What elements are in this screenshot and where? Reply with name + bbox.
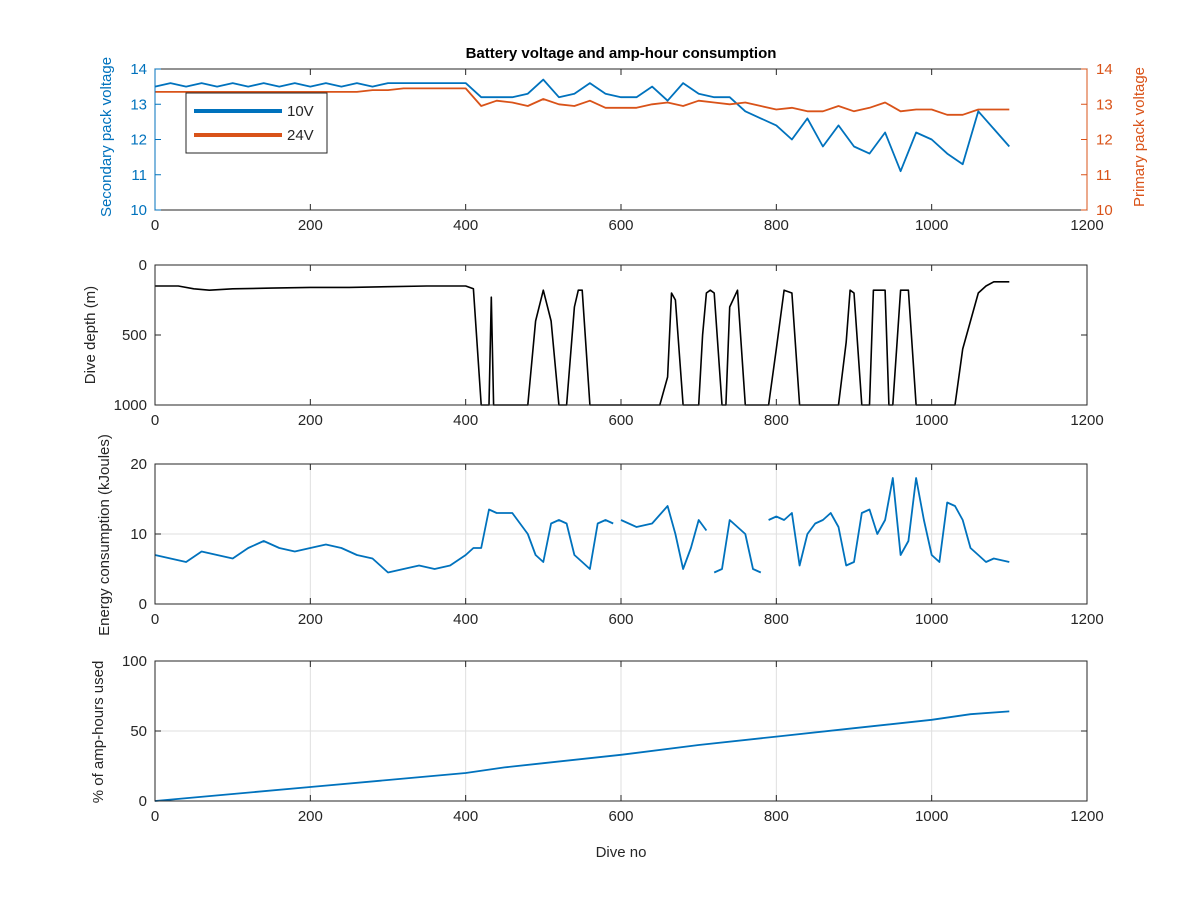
ticks: 0 200 400 600 800 1000 12001011121314101112131… <box>130 61 1112 234</box>
x-tick-label: 600 <box>608 611 633 628</box>
x-tick-label: 0 <box>151 412 159 429</box>
legend-label-24v: 24V <box>287 127 314 144</box>
x-tick-label: 400 <box>453 611 478 628</box>
x-tick-label: 1000 <box>915 611 948 628</box>
y-tick-label: 20 <box>130 456 147 473</box>
y-tick-label: 12 <box>130 132 147 149</box>
x-tick-label: 400 <box>453 412 478 429</box>
series-line <box>154 477 1010 574</box>
x-tick-label: 400 <box>453 217 478 234</box>
x-tick-label: 600 <box>608 412 633 429</box>
x-tick-label: 1200 <box>1070 808 1103 825</box>
x-tick-label: 1200 <box>1070 412 1103 429</box>
legend: 10V 24V <box>185 92 328 154</box>
ticks: 0 200 400 600 800 1000 1200 0 50 100 <box>122 653 1104 825</box>
ticks: 0 200 400 600 800 1000 1200 0 500 1000 <box>114 257 1104 429</box>
y-tick-label-right: 13 <box>1096 96 1113 113</box>
ticks: 0 200 400 600 800 1000 1200 0 10 20 <box>130 456 1103 628</box>
series-line <box>154 710 1010 802</box>
series-group <box>154 477 1010 574</box>
panel-energy: Energy consumption (kJoules) 0 200 400 600 8… <box>96 434 1104 636</box>
x-tick-label: 0 <box>151 611 159 628</box>
axes-box <box>154 264 1088 406</box>
x-tick-label: 1000 <box>915 808 948 825</box>
y-tick-label: 500 <box>122 327 147 344</box>
series-group <box>154 710 1010 802</box>
x-tick-label: 200 <box>298 217 323 234</box>
y-axis-label: Energy consumption (kJoules) <box>96 434 113 636</box>
grid-lines <box>154 660 1088 802</box>
x-tick-label: 1200 <box>1070 217 1103 234</box>
x-tick-label: 800 <box>764 611 789 628</box>
y-tick-label: 14 <box>130 61 147 78</box>
y-axis-label: Dive depth (m) <box>82 286 99 384</box>
chart-title: Battery voltage and amp-hour consumption <box>466 45 777 62</box>
series-line-10v <box>154 78 1010 173</box>
series-line-24v <box>155 87 1010 116</box>
series-group <box>154 78 1010 173</box>
x-tick-label: 600 <box>608 808 633 825</box>
legend-box <box>185 92 328 154</box>
y-tick-label: 10 <box>130 202 147 219</box>
y-tick-label: 0 <box>139 793 147 810</box>
y-tick-label: 50 <box>130 723 147 740</box>
y-tick-label: 11 <box>131 167 147 184</box>
x-tick-label: 200 <box>298 412 323 429</box>
panel-dive-depth: Dive depth (m) 0 200 400 600 800 1000 1200 0 500… <box>82 257 1104 429</box>
x-tick-label: 400 <box>453 808 478 825</box>
series-group <box>155 281 1010 406</box>
x-tick-label: 800 <box>764 808 789 825</box>
y-tick-label: 100 <box>122 653 147 670</box>
series-line <box>155 281 1010 406</box>
y-axis-label-left: Secondary pack voltage <box>98 57 115 217</box>
x-tick-label: 1000 <box>915 412 948 429</box>
panel-amp-hours: % of amp-hours used Dive no 0 200 400 600 80… <box>90 653 1104 861</box>
legend-label-10v: 10V <box>287 103 314 120</box>
x-tick-label: 0 <box>151 808 159 825</box>
y-tick-label-right: 10 <box>1096 202 1113 219</box>
y-axis-label: % of amp-hours used <box>90 661 107 804</box>
y-tick-label-right: 11 <box>1096 167 1112 184</box>
x-tick-label: 800 <box>764 412 789 429</box>
x-tick-label: 800 <box>764 217 789 234</box>
y-tick-label-right: 14 <box>1096 61 1113 78</box>
y-tick-label: 0 <box>139 257 147 274</box>
grid-lines <box>154 463 1088 605</box>
x-tick-label: 1200 <box>1070 611 1103 628</box>
y-tick-label-right: 12 <box>1096 132 1113 149</box>
x-tick-label: 200 <box>298 808 323 825</box>
y-tick-label: 1000 <box>114 397 147 414</box>
y-tick-label: 0 <box>139 596 147 613</box>
x-tick-label: 200 <box>298 611 323 628</box>
y-tick-label: 10 <box>130 526 147 543</box>
y-tick-label: 13 <box>130 96 147 113</box>
x-tick-label: 0 <box>151 217 159 234</box>
x-axis-label: Dive no <box>596 844 647 861</box>
y-axis-label-right: Primary pack voltage <box>1131 67 1148 207</box>
panel-voltage: Battery voltage and amp-hour consumption… <box>98 45 1148 234</box>
x-tick-label: 1000 <box>915 217 948 234</box>
x-tick-label: 600 <box>608 217 633 234</box>
